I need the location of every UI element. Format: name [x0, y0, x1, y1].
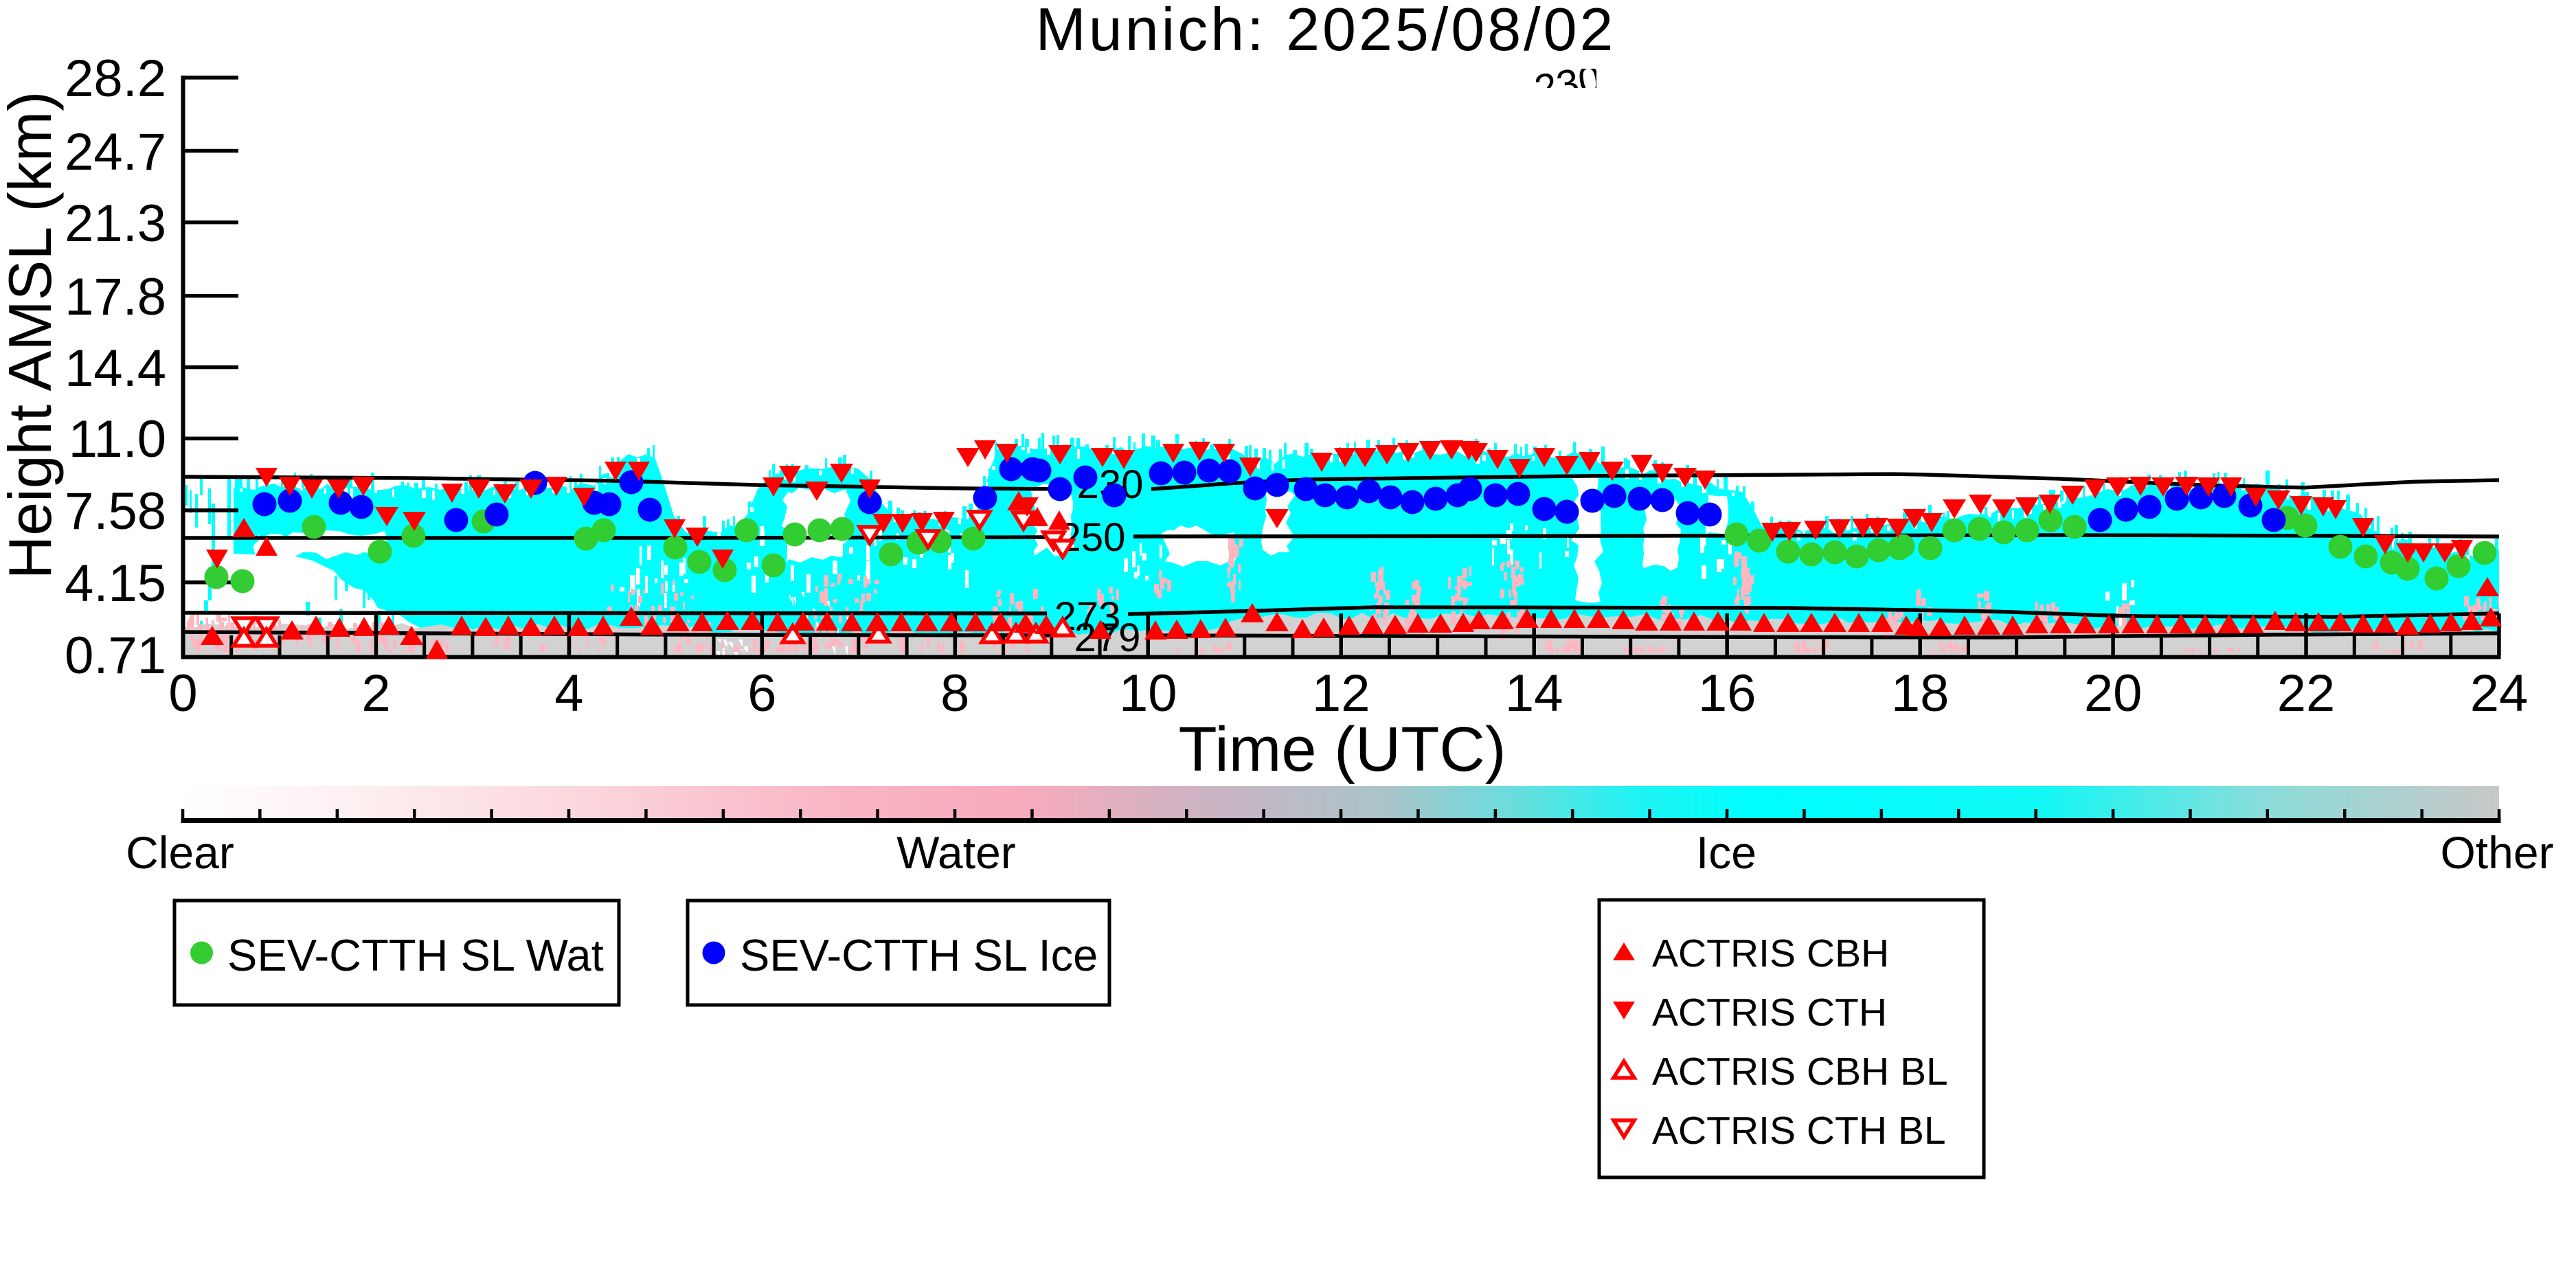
svg-text:4.15: 4.15 — [65, 554, 166, 613]
svg-text:0.71: 0.71 — [65, 626, 166, 685]
svg-text:Clear: Clear — [126, 827, 234, 878]
svg-text:ACTRIS CBH BL: ACTRIS CBH BL — [1652, 1050, 1948, 1094]
svg-text:Time (UTC): Time (UTC) — [1179, 714, 1506, 784]
svg-text:24: 24 — [2470, 664, 2529, 723]
svg-text:16: 16 — [1698, 664, 1756, 723]
svg-text:6: 6 — [747, 664, 776, 723]
svg-text:Ice: Ice — [1696, 827, 1756, 878]
svg-text:11.0: 11.0 — [69, 410, 166, 468]
svg-text:230: 230 — [1531, 56, 1605, 112]
svg-text:10: 10 — [1119, 664, 1177, 723]
svg-text:4: 4 — [554, 664, 583, 723]
svg-text:28.2: 28.2 — [65, 49, 166, 108]
svg-text:2: 2 — [361, 664, 390, 723]
svg-text:22: 22 — [2277, 664, 2336, 723]
svg-text:Height AMSL (km): Height AMSL (km) — [0, 91, 64, 580]
svg-text:SEV-CTTH SL Ice: SEV-CTTH SL Ice — [740, 930, 1098, 980]
svg-text:21.3: 21.3 — [65, 194, 166, 253]
svg-text:18: 18 — [1891, 664, 1950, 723]
svg-text:250: 250 — [1059, 515, 1126, 560]
svg-text:Munich: 2025/08/02: Munich: 2025/08/02 — [1035, 0, 1616, 63]
svg-text:Water: Water — [896, 827, 1016, 878]
svg-text:7.58: 7.58 — [65, 482, 166, 541]
svg-text:8: 8 — [940, 664, 969, 723]
svg-text:0: 0 — [168, 664, 197, 723]
svg-text:Other: Other — [2440, 827, 2553, 878]
svg-text:17.8: 17.8 — [65, 268, 166, 326]
svg-text:14: 14 — [1505, 664, 1563, 723]
svg-text:SEV-CTTH SL Wat: SEV-CTTH SL Wat — [227, 930, 604, 980]
svg-text:24.7: 24.7 — [65, 123, 166, 181]
svg-text:20: 20 — [2084, 664, 2143, 723]
svg-text:12: 12 — [1312, 664, 1370, 723]
svg-text:ACTRIS CTH BL: ACTRIS CTH BL — [1652, 1109, 1946, 1153]
svg-text:14.4: 14.4 — [65, 339, 166, 398]
svg-text:ACTRIS CTH: ACTRIS CTH — [1652, 991, 1887, 1035]
svg-text:ACTRIS CBH: ACTRIS CBH — [1652, 931, 1889, 975]
